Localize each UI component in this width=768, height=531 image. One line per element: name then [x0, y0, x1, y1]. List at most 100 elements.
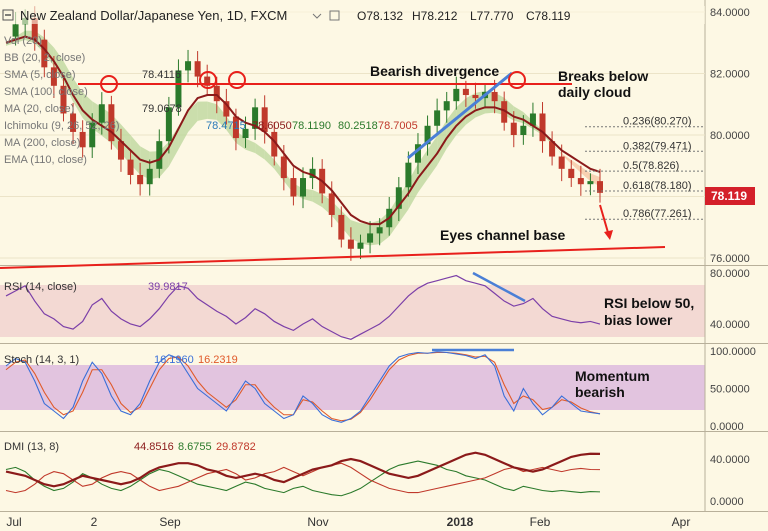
chart-title: New Zealand Dollar/Japanese Yen, 1D, FXC… — [20, 8, 287, 23]
rsi-tick-label: 80.0000 — [710, 268, 750, 280]
fib-level-label: 0.786(77.261) — [623, 208, 692, 220]
x-tick-label: Feb — [530, 515, 551, 529]
price-tick-label: 80.0000 — [710, 130, 750, 142]
candle-body — [568, 169, 574, 178]
x-tick-label: Sep — [159, 515, 181, 529]
last-price-label: 78.119 — [711, 189, 747, 203]
legend-label[interactable]: SMA (100, close) — [4, 86, 88, 98]
price-tick-label: 76.0000 — [710, 253, 750, 265]
rsi-value: 39.9817 — [148, 281, 188, 293]
candle-body — [444, 101, 450, 110]
dmi-label: DMI (13, 8) — [4, 441, 59, 453]
candle-body — [329, 193, 335, 215]
legend-label[interactable]: MA (200, close) — [4, 137, 80, 149]
candle-body — [214, 86, 220, 101]
legend-label[interactable]: Vol (20) — [4, 35, 42, 47]
candle-body — [540, 113, 546, 141]
annotation-rsi-1: RSI below 50, — [604, 295, 694, 311]
candle-body — [348, 240, 354, 249]
candle-body — [147, 169, 153, 184]
ohlc-low: L77.770 — [470, 9, 514, 23]
candle-body — [559, 157, 565, 169]
dmi-minus-value: 29.8782 — [216, 441, 256, 453]
candle-body — [520, 126, 526, 135]
rsi-tick-label: 40.0000 — [710, 319, 750, 331]
candle-body — [80, 132, 86, 147]
dmi-adx-value: 44.8516 — [134, 441, 174, 453]
legend-label[interactable]: SMA (5, close) — [4, 69, 76, 81]
annotation-channel-base: Eyes channel base — [440, 227, 566, 243]
candle-body — [453, 89, 459, 101]
candle-body — [405, 163, 411, 188]
fib-level-label: 0.236(80.270) — [623, 116, 692, 128]
dmi-tick-label: 0.0000 — [710, 496, 744, 508]
fib-level-label: 0.5(78.826) — [623, 160, 679, 172]
fib-level-label: 0.382(79.471) — [623, 140, 692, 152]
annotation-stoch-2: bearish — [575, 384, 625, 400]
legend-value: 78.4116 — [142, 69, 181, 81]
dmi-plus-value: 8.6755 — [178, 441, 212, 453]
legend-label[interactable]: Ichimoku (9, 26, 52, 26) — [4, 120, 120, 132]
ohlc-close: C78.119 — [526, 9, 571, 23]
legend-label[interactable]: BB (20, 2, close) — [4, 52, 85, 64]
candle-body — [156, 141, 162, 169]
candle-body — [587, 181, 593, 184]
candle-body — [377, 227, 383, 233]
candle-body — [195, 61, 201, 76]
candle-body — [338, 215, 344, 240]
x-tick-label: 2 — [91, 515, 98, 529]
x-tick-label: Jul — [6, 515, 21, 529]
candle-body — [463, 89, 469, 95]
stoch-label: Stoch (14, 3, 1) — [4, 354, 79, 366]
legend-label[interactable]: MA (20, close) — [4, 103, 74, 115]
candle-body — [472, 95, 478, 98]
annotation-rsi-2: bias lower — [604, 312, 673, 328]
dmi-panel-bg — [0, 433, 705, 511]
x-axis-labels: Jul 2 Sep Nov 2018 Feb Apr — [6, 515, 690, 529]
candle-body — [578, 178, 584, 184]
x-tick-label: Apr — [672, 515, 691, 529]
header: New Zealand Dollar/Japanese Yen, 1D, FXC… — [3, 8, 571, 23]
annotation-daily-cloud: daily cloud — [558, 84, 631, 100]
stoch-k-value: 16.1960 — [154, 354, 194, 366]
legend-value: 78.6050 — [252, 120, 292, 132]
candle-body — [367, 233, 373, 242]
candle-body — [434, 110, 440, 125]
legend-value: 80.2518 — [338, 120, 378, 132]
annotation-breaks-below: Breaks below — [558, 68, 648, 84]
candle-body — [281, 157, 287, 179]
dmi-tick-label: 40.0000 — [710, 454, 750, 466]
annotation-bearish-divergence: Bearish divergence — [370, 63, 499, 79]
legend-value: 79.0678 — [142, 103, 182, 115]
legend-value: 78.1190 — [292, 120, 331, 132]
price-tick-label: 82.0000 — [710, 69, 750, 81]
candle-body — [300, 178, 306, 196]
candle-body — [357, 243, 363, 249]
candle-body — [492, 92, 498, 101]
stoch-tick-label: 100.0000 — [710, 346, 756, 358]
cloud-bull-segment — [198, 101, 208, 120]
price-tick-label: 84.0000 — [710, 7, 750, 19]
x-tick-label: Nov — [307, 515, 328, 529]
ohlc-open: O78.132 — [357, 9, 403, 23]
stoch-tick-label: 50.0000 — [710, 384, 750, 396]
cloud-bull-segment — [207, 101, 217, 119]
x-tick-label: 2018 — [447, 515, 474, 529]
rsi-band — [0, 285, 705, 337]
candle-body — [511, 123, 517, 135]
candle-body — [290, 178, 296, 196]
stoch-tick-label: 0.0000 — [710, 421, 744, 433]
candle-body — [185, 61, 191, 70]
candle-body — [128, 160, 134, 175]
candle-body — [137, 175, 143, 184]
ohlc-high: H78.212 — [412, 9, 458, 23]
legend-label[interactable]: EMA (110, close) — [4, 154, 87, 166]
annotation-stoch-1: Momentum — [575, 368, 650, 384]
legend-value: 78.7005 — [378, 120, 418, 132]
fib-level-label: 0.618(78.180) — [623, 180, 692, 192]
stoch-d-value: 16.2319 — [198, 354, 238, 366]
legend-value: 78.4715 — [206, 120, 246, 132]
rsi-label: RSI (14, close) — [4, 281, 77, 293]
